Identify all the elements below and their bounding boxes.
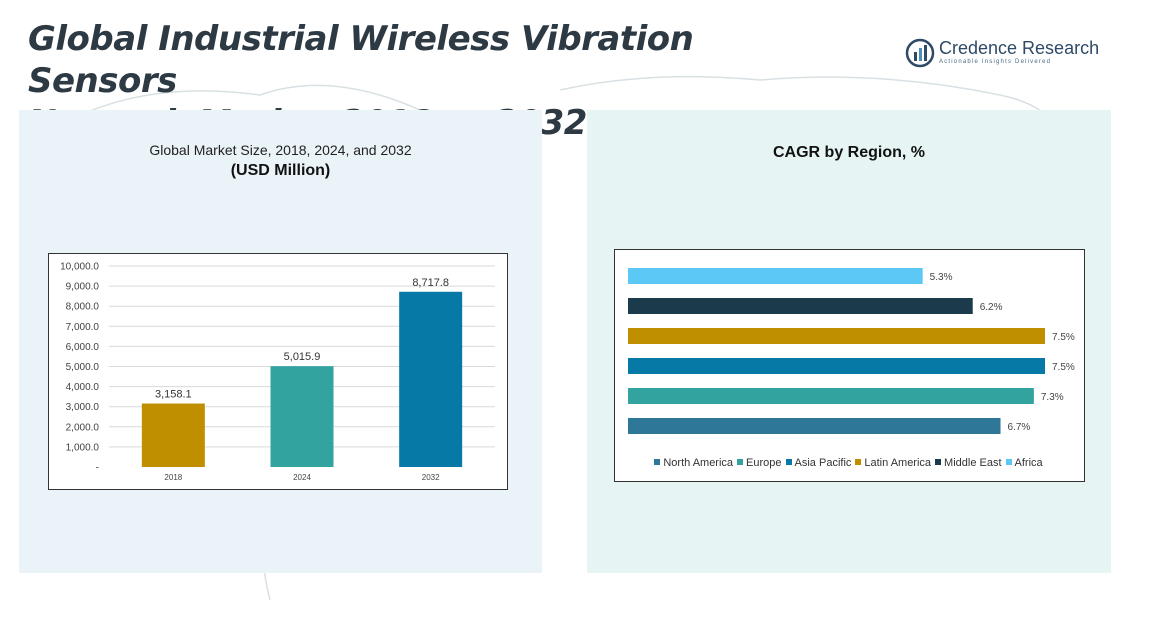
y-tick-label: 2,000.0 <box>66 422 100 433</box>
bar-2032 <box>399 291 463 467</box>
y-tick-label: 5,000.0 <box>66 362 100 373</box>
bar-value-label: 8,717.8 <box>412 277 449 289</box>
y-tick-label: 8,000.0 <box>66 302 100 313</box>
hbar-value-label: 7.5% <box>1052 362 1075 373</box>
x-tick-label: 2032 <box>422 473 440 482</box>
legend-swatch <box>935 459 942 465</box>
y-tick-label: 4,000.0 <box>66 382 100 393</box>
hbar-value-label: 7.5% <box>1052 332 1075 343</box>
bar-chart-logo-icon <box>905 38 935 68</box>
hbar-value-label: 6.7% <box>1008 422 1031 433</box>
market-size-chart-subtitle: (USD Million) <box>230 162 331 179</box>
y-tick-label: 1,000.0 <box>66 442 100 453</box>
logo-tagline: Actionable Insights Delivered <box>939 59 1052 65</box>
legend-item: Latin America <box>855 457 931 469</box>
hbar-value-label: 7.3% <box>1041 392 1064 403</box>
cagr-chart-frame: 5.3% 6.2% 7.5% 7.5% 7.3% 6.7% <box>614 249 1085 482</box>
market-size-chart-title: Global Market Size, 2018, 2024, and 2032 <box>149 142 412 158</box>
legend-label: Europe <box>746 457 782 469</box>
bar-2024 <box>270 366 334 467</box>
cagr-chart-title: CAGR by Region, % <box>772 144 925 161</box>
legend-label: Asia Pacific <box>794 457 852 469</box>
legend-item: North America <box>654 457 733 469</box>
legend-item: Asia Pacific <box>785 457 852 469</box>
legend-label: Middle East <box>944 457 1002 469</box>
hbar-north-america <box>628 418 1001 434</box>
y-tick-label: - <box>96 463 99 474</box>
market-size-chart-frame: - 1,000.0 2,000.0 3,000.0 4,000.0 5,000.0 6,00… <box>48 253 508 490</box>
credence-research-logo: Credence Research Actionable Insights De… <box>905 36 1105 76</box>
y-tick-label: 10,000.0 <box>60 262 99 273</box>
legend-item: Africa <box>1005 457 1043 469</box>
y-tick-label: 3,000.0 <box>66 402 100 413</box>
hbar-value-label: 5.3% <box>930 272 953 283</box>
hbar-latin-america <box>628 328 1045 344</box>
hbar-africa <box>628 268 923 284</box>
legend-swatch <box>654 459 661 465</box>
legend-item: Middle East <box>935 457 1002 469</box>
legend-swatch <box>737 459 744 465</box>
legend-label: North America <box>663 457 734 469</box>
hbar-middle-east <box>628 298 973 314</box>
legend-label: Latin America <box>864 457 932 469</box>
legend-swatch <box>855 459 862 465</box>
y-tick-label: 7,000.0 <box>66 322 100 333</box>
x-tick-label: 2018 <box>164 473 182 482</box>
logo-name: Credence Research <box>939 38 1100 58</box>
cagr-chart-legend: North America Europe Asia Pacific Latin Ame… <box>614 457 1083 469</box>
y-tick-label: 9,000.0 <box>66 282 100 293</box>
bar-value-label: 3,158.1 <box>155 389 192 401</box>
x-tick-label: 2024 <box>293 473 311 482</box>
legend-item: Europe <box>737 457 782 469</box>
hbar-value-label: 6.2% <box>980 302 1003 313</box>
legend-swatch <box>1005 459 1012 465</box>
bar-2018 <box>141 403 205 467</box>
market-size-chart: - 1,000.0 2,000.0 3,000.0 4,000.0 5,000.0 6,00… <box>60 262 495 482</box>
legend-label: Africa <box>1014 457 1043 469</box>
y-tick-label: 6,000.0 <box>66 342 100 353</box>
legend-swatch <box>785 459 792 465</box>
hbar-asia-pacific <box>628 358 1045 374</box>
bar-value-label: 5,015.9 <box>284 351 321 363</box>
page-title-line1: Global Industrial Wireless Vibration Sen… <box>28 19 694 101</box>
hbar-europe <box>628 388 1034 404</box>
cagr-chart: 5.3% 6.2% 7.5% 7.5% 7.3% 6.7% <box>628 268 1075 434</box>
